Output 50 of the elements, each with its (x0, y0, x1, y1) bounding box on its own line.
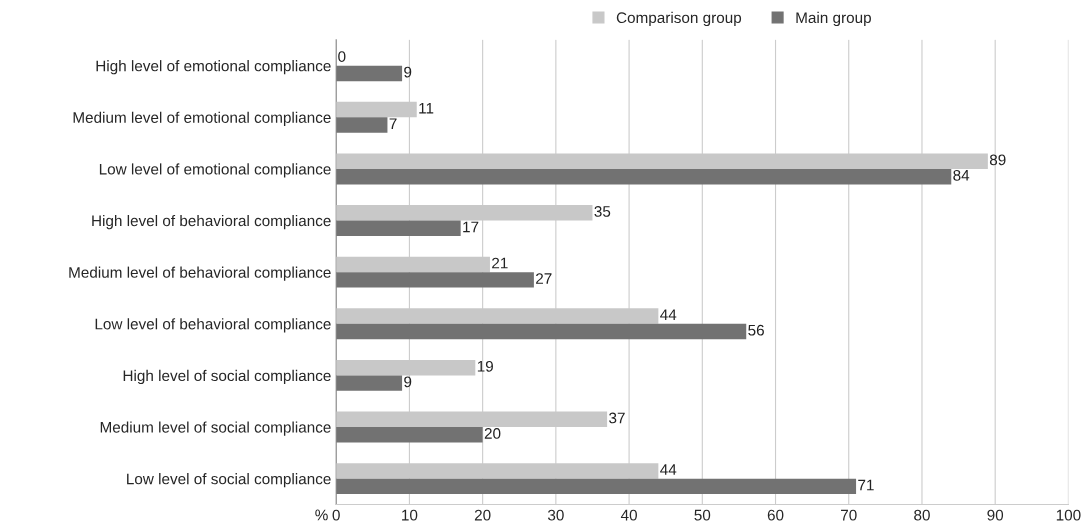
y-tick-label: Medium level of behavioral compliance (69, 266, 331, 281)
x-tick-label: 70 (841, 509, 857, 521)
data-label: 19 (477, 360, 493, 372)
y-tick-label: High level of emotional compliance (96, 60, 331, 75)
data-label: 84 (953, 169, 970, 181)
data-label: 21 (492, 257, 508, 269)
data-label: 7 (389, 118, 397, 129)
data-label: 9 (404, 376, 412, 388)
data-label: 9 (404, 66, 412, 78)
x-tick-label: 10 (402, 509, 418, 521)
y-tick-label: Low level of social compliance (127, 473, 331, 488)
bar (336, 65, 403, 82)
bar (336, 323, 747, 340)
bar (336, 375, 403, 391)
x-tick-label: 90 (987, 509, 1004, 521)
x-tick-label: 0 (332, 509, 340, 521)
x-tick-label: 80 (914, 509, 930, 521)
data-label: 44 (660, 464, 677, 475)
data-label: 11 (419, 102, 434, 114)
y-tick-label: Medium level of emotional compliance (73, 111, 331, 126)
x-tick-label: 100 (1056, 509, 1081, 521)
x-tick-label: 50 (694, 509, 711, 521)
data-label: 20 (484, 428, 501, 439)
data-label: 44 (660, 309, 677, 320)
data-label: 56 (748, 324, 764, 336)
legend-label: Main group (796, 11, 871, 27)
y-tick-label: Low level of behavioral compliance (95, 318, 331, 333)
y-tick-label: High level of social compliance (123, 369, 331, 385)
data-label: 35 (594, 206, 611, 217)
x-tick-label: 30 (547, 509, 564, 521)
y-tick-label: Medium level of social compliance (100, 421, 331, 436)
x-tick-label: 60 (767, 509, 784, 521)
bar (336, 117, 388, 133)
bar (336, 478, 857, 495)
bar (336, 168, 952, 185)
y-tick-label: High level of behavioral compliance (92, 214, 331, 230)
data-label: 27 (536, 273, 552, 284)
data-label: 37 (609, 412, 625, 424)
legend-label: Comparison group (616, 11, 742, 27)
bar (336, 427, 483, 443)
bar (336, 272, 534, 288)
x-axis-title: % (315, 509, 328, 521)
data-label: 89 (989, 154, 1006, 166)
data-label: 17 (463, 221, 479, 233)
bar (336, 220, 461, 236)
data-label: 71 (858, 479, 874, 491)
x-tick-label: 20 (474, 509, 491, 521)
x-tick-label: 40 (620, 509, 637, 521)
y-tick-label: Low level of emotional compliance (99, 163, 331, 178)
data-label: 0 (338, 51, 346, 62)
